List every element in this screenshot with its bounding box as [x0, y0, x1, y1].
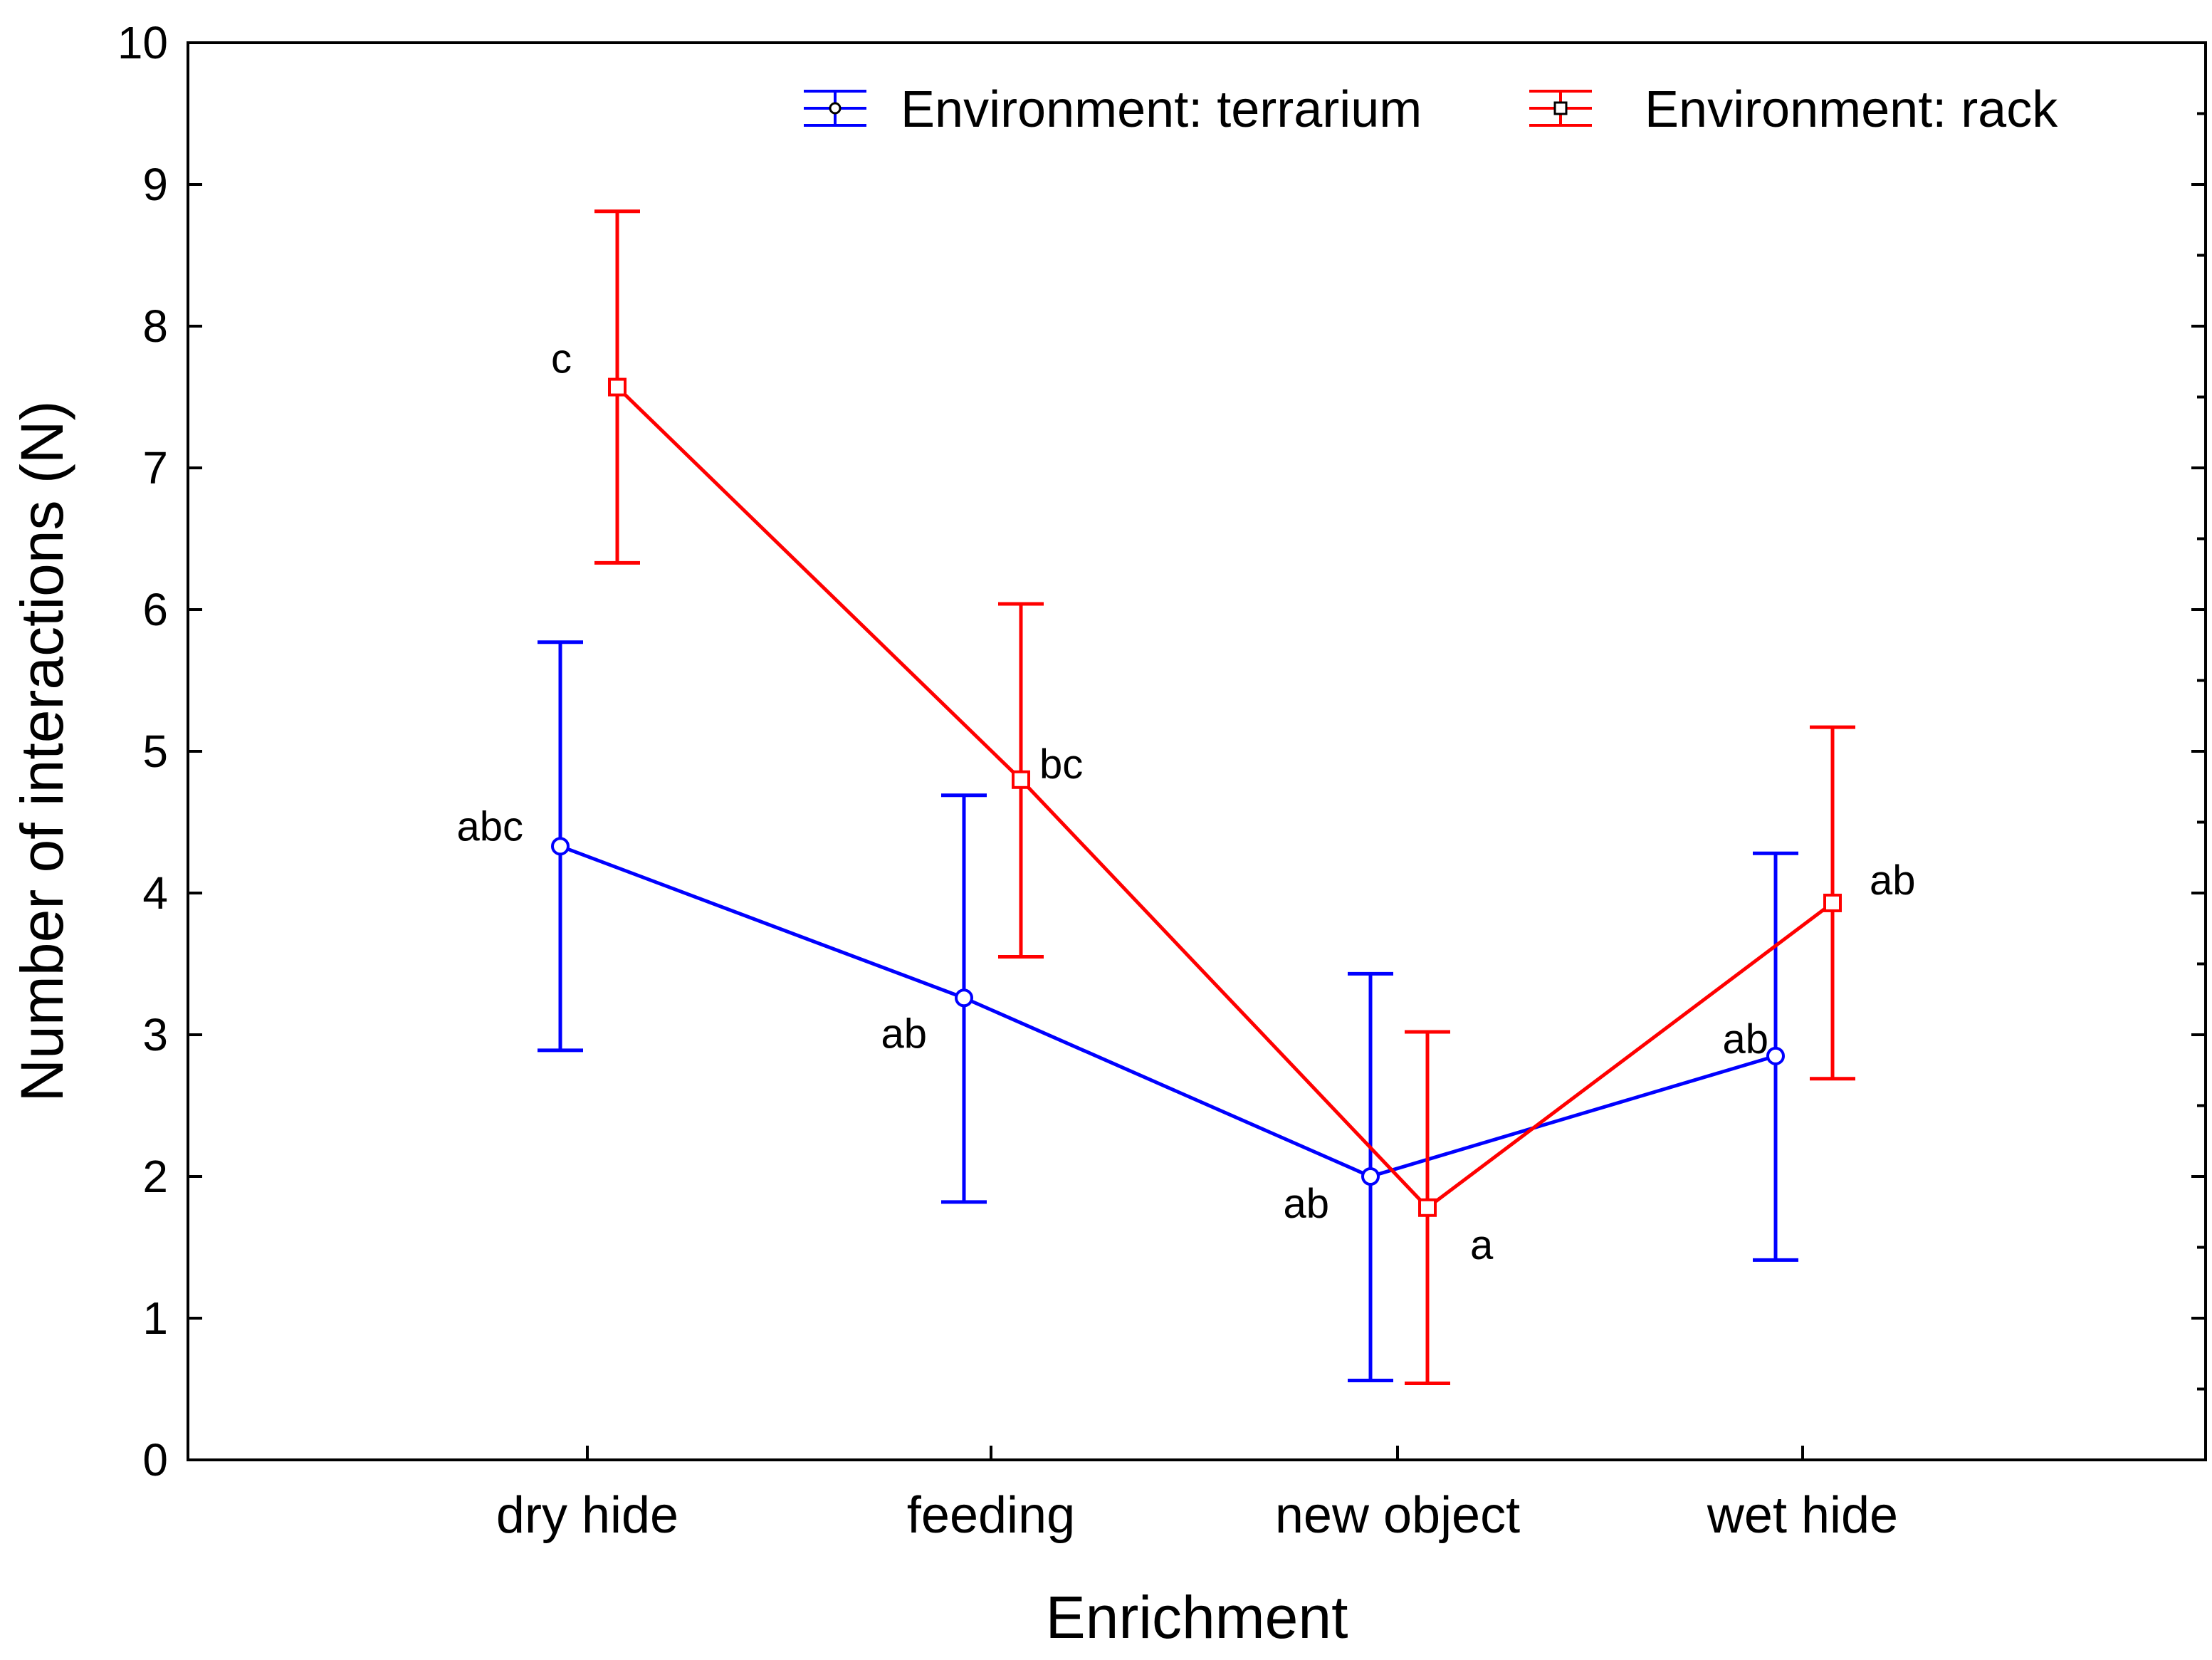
data-label: bc — [1039, 741, 1083, 788]
y-tick-label: 4 — [142, 867, 168, 919]
data-label: ab — [1283, 1181, 1329, 1227]
y-tick-label: 2 — [142, 1151, 168, 1202]
x-tick-label: wet hide — [1707, 1487, 1898, 1544]
data-point — [551, 837, 570, 856]
legend-marker — [1553, 101, 1568, 115]
y-tick-label: 8 — [142, 301, 168, 352]
series-line — [560, 844, 1776, 1179]
series-layer — [538, 209, 1855, 1386]
series-line — [616, 385, 1834, 1211]
x-axis: dry hide feeding new object wet hide — [496, 1446, 1898, 1544]
x-tick-label: dry hide — [496, 1487, 678, 1544]
data-label: ab — [1870, 857, 1916, 904]
y-tick-label: 5 — [142, 726, 168, 777]
data-label: ab — [881, 1011, 927, 1057]
legend-marker — [829, 102, 842, 115]
x-axis-title: Enrichment — [1046, 1584, 1348, 1651]
data-point — [1766, 1046, 1785, 1065]
y-tick-label: 7 — [142, 442, 168, 494]
y-tick-label: 1 — [142, 1293, 168, 1344]
data-point — [608, 377, 627, 397]
x-tick-label: new object — [1275, 1487, 1520, 1544]
y-tick-label: 0 — [142, 1434, 168, 1486]
y-tick-label: 9 — [142, 159, 168, 210]
y-axis: 0 1 2 3 4 5 6 7 8 9 10 — [117, 17, 2206, 1486]
data-label: ab — [1722, 1016, 1768, 1063]
data-point — [1361, 1167, 1380, 1186]
x-tick-label: feeding — [907, 1487, 1075, 1544]
y-tick-label: 10 — [117, 17, 168, 68]
plot-frame — [187, 41, 2207, 1461]
data-label: c — [551, 336, 572, 382]
data-point — [1823, 893, 1842, 912]
legend-label: Environment: rack — [1645, 81, 2058, 138]
legend: Environment: terrarium Environment: rack — [804, 81, 2058, 138]
data-point — [1418, 1198, 1437, 1217]
legend-label: Environment: terrarium — [901, 81, 1422, 138]
data-label: abc — [456, 803, 523, 850]
data-point — [1012, 770, 1030, 789]
y-axis-title: Number of interactions (N) — [9, 401, 75, 1102]
data-label: a — [1470, 1222, 1494, 1268]
data-point — [955, 988, 973, 1008]
y-tick-label: 3 — [142, 1009, 168, 1060]
y-tick-label: 6 — [142, 584, 168, 635]
